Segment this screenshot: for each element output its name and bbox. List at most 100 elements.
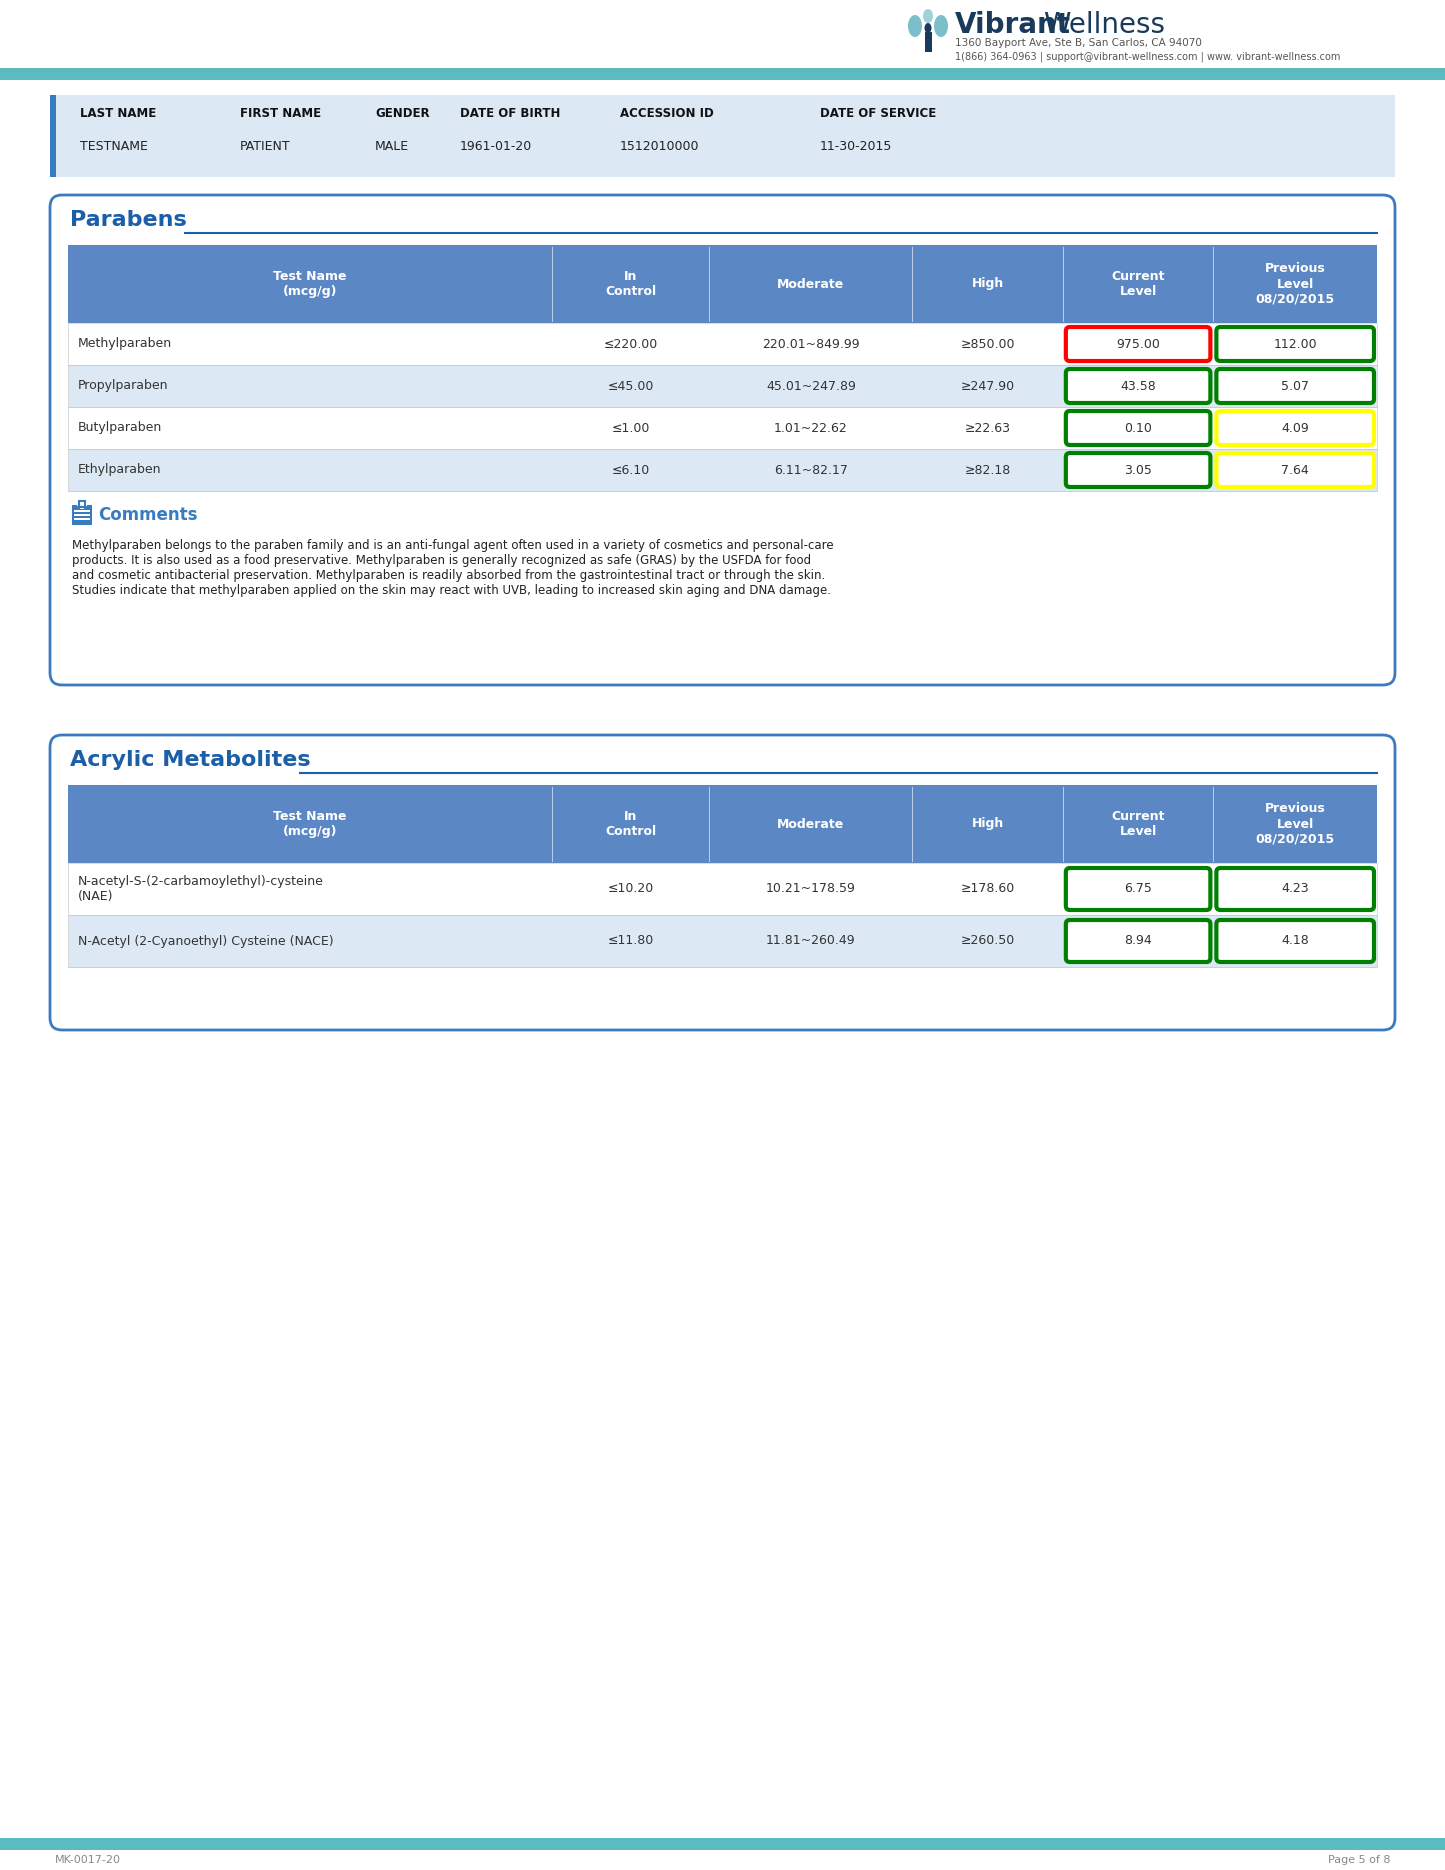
Text: 43.58: 43.58: [1120, 380, 1156, 393]
Text: Propylparaben: Propylparaben: [78, 380, 169, 393]
Bar: [68, 862, 1377, 914]
Text: 45.01~247.89: 45.01~247.89: [766, 380, 855, 393]
Bar: [68, 449, 1377, 492]
Text: Moderate: Moderate: [777, 817, 844, 830]
Bar: [68, 365, 1377, 408]
Text: Ethylparaben: Ethylparaben: [78, 464, 162, 477]
Bar: [74, 518, 90, 520]
Bar: [77, 501, 87, 507]
Text: 5.07: 5.07: [1282, 380, 1309, 393]
Text: Previous
Level
08/20/2015: Previous Level 08/20/2015: [1256, 262, 1335, 305]
Bar: [79, 501, 85, 507]
Text: ≥82.18: ≥82.18: [964, 464, 1010, 477]
Text: ≥22.63: ≥22.63: [965, 421, 1010, 434]
FancyBboxPatch shape: [1066, 327, 1211, 361]
Text: 6.75: 6.75: [1124, 883, 1152, 896]
Text: In
Control: In Control: [605, 810, 656, 838]
Text: TESTNAME: TESTNAME: [79, 140, 147, 153]
Text: 3.05: 3.05: [1124, 464, 1152, 477]
Text: 112.00: 112.00: [1273, 337, 1316, 350]
Text: Current
Level: Current Level: [1111, 810, 1165, 838]
Bar: [68, 914, 1377, 967]
FancyBboxPatch shape: [1217, 411, 1374, 445]
Text: MK-0017-20: MK-0017-20: [55, 1855, 121, 1864]
Text: 4.23: 4.23: [1282, 883, 1309, 896]
Text: Page 5 of 8: Page 5 of 8: [1328, 1855, 1390, 1864]
Text: ≥850.00: ≥850.00: [961, 337, 1014, 350]
FancyBboxPatch shape: [1066, 453, 1211, 486]
Text: Parabens: Parabens: [69, 209, 186, 230]
Text: 1961-01-20: 1961-01-20: [460, 140, 532, 153]
Text: 1360 Bayport Ave, Ste B, San Carlos, CA 94070: 1360 Bayport Ave, Ste B, San Carlos, CA …: [955, 37, 1202, 49]
Bar: [72, 505, 92, 525]
Text: 1.01~22.62: 1.01~22.62: [775, 421, 848, 434]
Bar: [0, 1838, 1445, 1849]
Text: ACCESSION ID: ACCESSION ID: [620, 107, 714, 120]
Text: 11-30-2015: 11-30-2015: [819, 140, 893, 153]
Text: Wellness: Wellness: [1043, 11, 1165, 39]
Text: Previous
Level
08/20/2015: Previous Level 08/20/2015: [1256, 802, 1335, 845]
Text: ≥178.60: ≥178.60: [961, 883, 1014, 896]
Text: Acrylic Metabolites: Acrylic Metabolites: [69, 750, 311, 770]
FancyBboxPatch shape: [1066, 920, 1211, 961]
Text: ≤10.20: ≤10.20: [608, 883, 655, 896]
Text: Test Name
(mcg/g): Test Name (mcg/g): [273, 269, 347, 297]
Text: 975.00: 975.00: [1116, 337, 1160, 350]
Text: 8.94: 8.94: [1124, 935, 1152, 948]
FancyBboxPatch shape: [1066, 868, 1211, 911]
Text: ≤6.10: ≤6.10: [611, 464, 650, 477]
Text: 4.18: 4.18: [1282, 935, 1309, 948]
FancyBboxPatch shape: [1217, 868, 1374, 911]
Bar: [68, 245, 1377, 324]
Ellipse shape: [925, 22, 932, 34]
FancyBboxPatch shape: [51, 735, 1394, 1030]
Text: ≤220.00: ≤220.00: [604, 337, 657, 350]
Text: High: High: [971, 817, 1004, 830]
Ellipse shape: [933, 15, 948, 37]
FancyBboxPatch shape: [1217, 453, 1374, 486]
Text: 4.09: 4.09: [1282, 421, 1309, 434]
Text: 220.01~849.99: 220.01~849.99: [762, 337, 860, 350]
Text: N-acetyl-S-(2-carbamoylethyl)-cysteine
(NAE): N-acetyl-S-(2-carbamoylethyl)-cysteine (…: [78, 875, 324, 903]
Text: Comments: Comments: [98, 507, 198, 524]
Bar: [79, 501, 85, 507]
Text: FIRST NAME: FIRST NAME: [240, 107, 321, 120]
FancyBboxPatch shape: [51, 194, 1394, 684]
Text: 10.21~178.59: 10.21~178.59: [766, 883, 855, 896]
Text: PATIENT: PATIENT: [240, 140, 290, 153]
Bar: [0, 67, 1445, 80]
Bar: [74, 514, 90, 516]
Ellipse shape: [907, 15, 922, 37]
Text: MALE: MALE: [376, 140, 409, 153]
Text: GENDER: GENDER: [376, 107, 429, 120]
Text: N-Acetyl (2-Cyanoethyl) Cysteine (NACE): N-Acetyl (2-Cyanoethyl) Cysteine (NACE): [78, 935, 334, 948]
FancyBboxPatch shape: [1217, 368, 1374, 404]
Ellipse shape: [923, 9, 933, 22]
Text: ≥260.50: ≥260.50: [961, 935, 1014, 948]
FancyBboxPatch shape: [1066, 411, 1211, 445]
Bar: [68, 408, 1377, 449]
Bar: [74, 511, 90, 512]
Text: 0.10: 0.10: [1124, 421, 1152, 434]
Text: Current
Level: Current Level: [1111, 269, 1165, 297]
Bar: [51, 95, 1394, 178]
Bar: [925, 32, 932, 52]
FancyBboxPatch shape: [1217, 920, 1374, 961]
Bar: [68, 324, 1377, 365]
Text: Methylparaben: Methylparaben: [78, 337, 172, 350]
Text: 1512010000: 1512010000: [620, 140, 699, 153]
Bar: [79, 499, 84, 509]
Text: DATE OF BIRTH: DATE OF BIRTH: [460, 107, 561, 120]
Bar: [51, 95, 56, 178]
Text: ≤1.00: ≤1.00: [611, 421, 650, 434]
FancyBboxPatch shape: [1066, 368, 1211, 404]
Text: 1(866) 364-0963 | support@vibrant-wellness.com | www. vibrant-wellness.com: 1(866) 364-0963 | support@vibrant-wellne…: [955, 52, 1341, 62]
Bar: [68, 785, 1377, 862]
Text: ≤11.80: ≤11.80: [608, 935, 655, 948]
Text: Vibrant: Vibrant: [955, 11, 1071, 39]
Text: In
Control: In Control: [605, 269, 656, 297]
Text: Methylparaben belongs to the paraben family and is an anti-fungal agent often us: Methylparaben belongs to the paraben fam…: [72, 539, 834, 597]
Text: ≤45.00: ≤45.00: [608, 380, 655, 393]
Text: Butylparaben: Butylparaben: [78, 421, 162, 434]
Text: 6.11~82.17: 6.11~82.17: [775, 464, 848, 477]
